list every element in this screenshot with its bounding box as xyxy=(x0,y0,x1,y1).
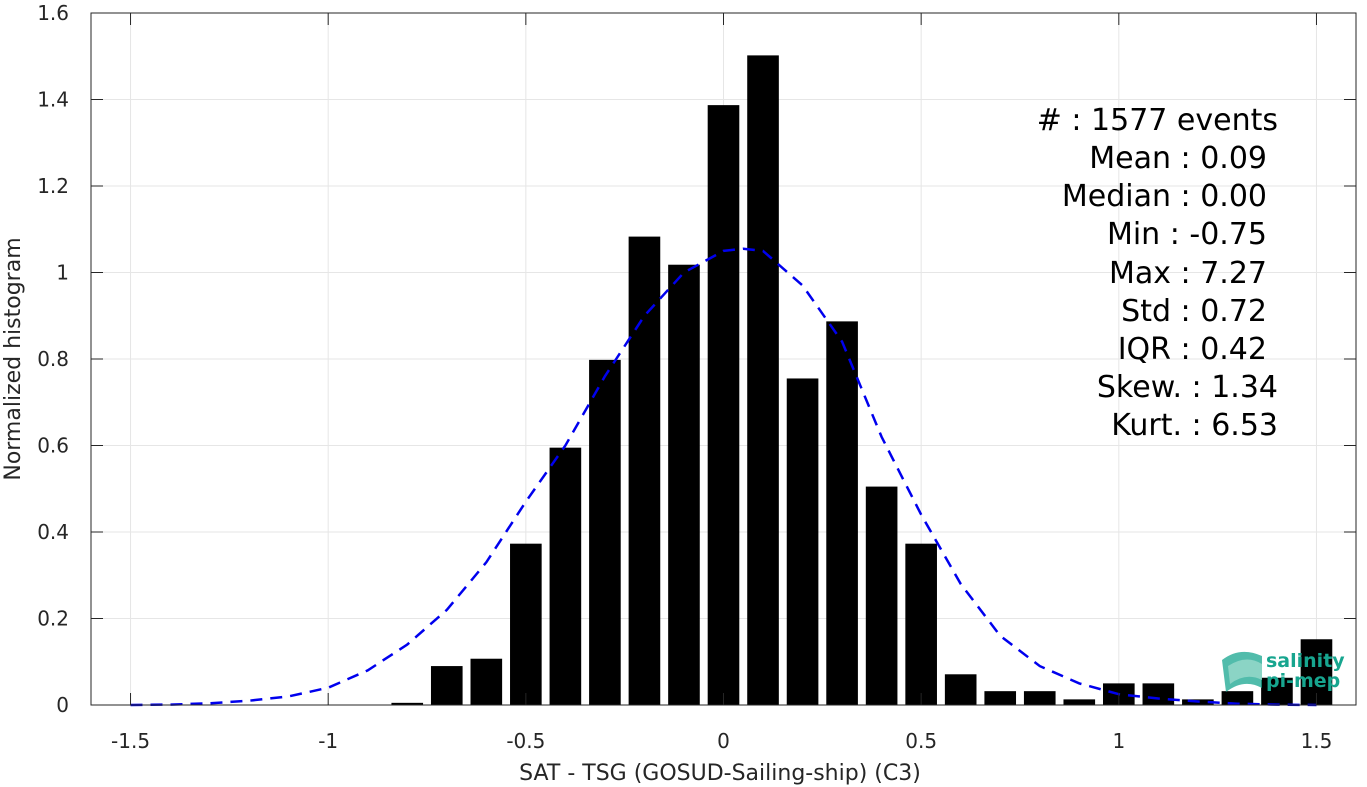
histogram-bar xyxy=(984,691,1017,705)
stat-min: Min : -0.75 xyxy=(1107,217,1267,252)
y-tick-label: 1 xyxy=(56,261,69,285)
histogram-bar xyxy=(589,359,621,705)
normal-fit-curve xyxy=(130,247,1317,707)
y-tick-label: 1.2 xyxy=(37,174,69,198)
histogram-bar xyxy=(826,321,858,705)
axes xyxy=(90,12,1357,706)
histogram-bars xyxy=(391,55,1333,706)
statistics-annotation: # : 1577 events Mean : 0.09 Median : 0.0… xyxy=(1037,103,1278,443)
x-tick-labels: -1.5 -1 -0.5 0 0.5 1 1.5 xyxy=(111,729,1332,753)
histogram-bar xyxy=(391,702,424,705)
histogram-bar xyxy=(549,447,582,705)
stat-mean: Mean : 0.09 xyxy=(1089,141,1267,176)
histogram-bar xyxy=(865,486,898,705)
y-axis-label: Normalized histogram xyxy=(1,237,26,480)
y-tick-label: 1.4 xyxy=(37,88,69,112)
x-tick-label: 1 xyxy=(1112,729,1125,753)
y-tick-label: 0.6 xyxy=(37,434,69,458)
x-tick-label: 0.5 xyxy=(905,729,937,753)
stat-median: Median : 0.00 xyxy=(1062,179,1267,214)
x-tick-label: -1 xyxy=(318,729,338,753)
x-tick-label: 1.5 xyxy=(1301,729,1333,753)
logo-line1: salinity xyxy=(1266,650,1345,672)
histogram-bar xyxy=(1063,699,1096,705)
histogram-bar xyxy=(905,543,937,705)
y-tick-label: 0.2 xyxy=(37,607,69,631)
stat-iqr: IQR : 0.42 xyxy=(1118,332,1267,367)
stat-skew: Skew. : 1.34 xyxy=(1097,370,1278,405)
y-tick-label: 0.4 xyxy=(37,520,69,544)
x-tick-label: -1.5 xyxy=(111,729,150,753)
histogram-bar xyxy=(747,55,779,705)
salinity-pi-mep-logo: salinity pi-mep xyxy=(1222,650,1345,692)
y-tick-label: 1.6 xyxy=(37,1,69,25)
logo-wave-icon-2 xyxy=(1228,659,1262,684)
y-tick-label: 0.8 xyxy=(37,347,69,371)
x-axis-label: SAT - TSG (GOSUD-Sailing-ship) (C3) xyxy=(519,761,921,786)
normal-fit-curve-group xyxy=(130,247,1317,707)
stat-events: # : 1577 events xyxy=(1037,103,1278,138)
histogram-bar xyxy=(510,543,542,705)
logo-line2: pi-mep xyxy=(1266,670,1340,692)
histogram-bar xyxy=(707,105,740,705)
x-tick-label: 0 xyxy=(717,729,730,753)
histogram-bar xyxy=(1261,677,1293,705)
histogram-bar xyxy=(628,236,661,706)
y-tick-label: 0 xyxy=(56,693,69,717)
stat-kurt: Kurt. : 6.53 xyxy=(1111,408,1278,443)
histogram-bar xyxy=(470,658,503,705)
histogram-bar xyxy=(1023,691,1056,705)
histogram-bar xyxy=(430,666,463,705)
y-tick-labels: 0 0.2 0.4 0.6 0.8 1 1.2 1.4 1.6 xyxy=(37,1,69,717)
stat-max: Max : 7.27 xyxy=(1109,256,1267,291)
x-tick-label: -0.5 xyxy=(506,729,545,753)
stat-std: Std : 0.72 xyxy=(1121,294,1267,329)
histogram-bar xyxy=(786,378,819,705)
histogram-bar xyxy=(1142,683,1175,705)
histogram-bar xyxy=(1221,691,1254,705)
histogram-bar xyxy=(668,264,700,705)
histogram-bar xyxy=(944,674,977,705)
